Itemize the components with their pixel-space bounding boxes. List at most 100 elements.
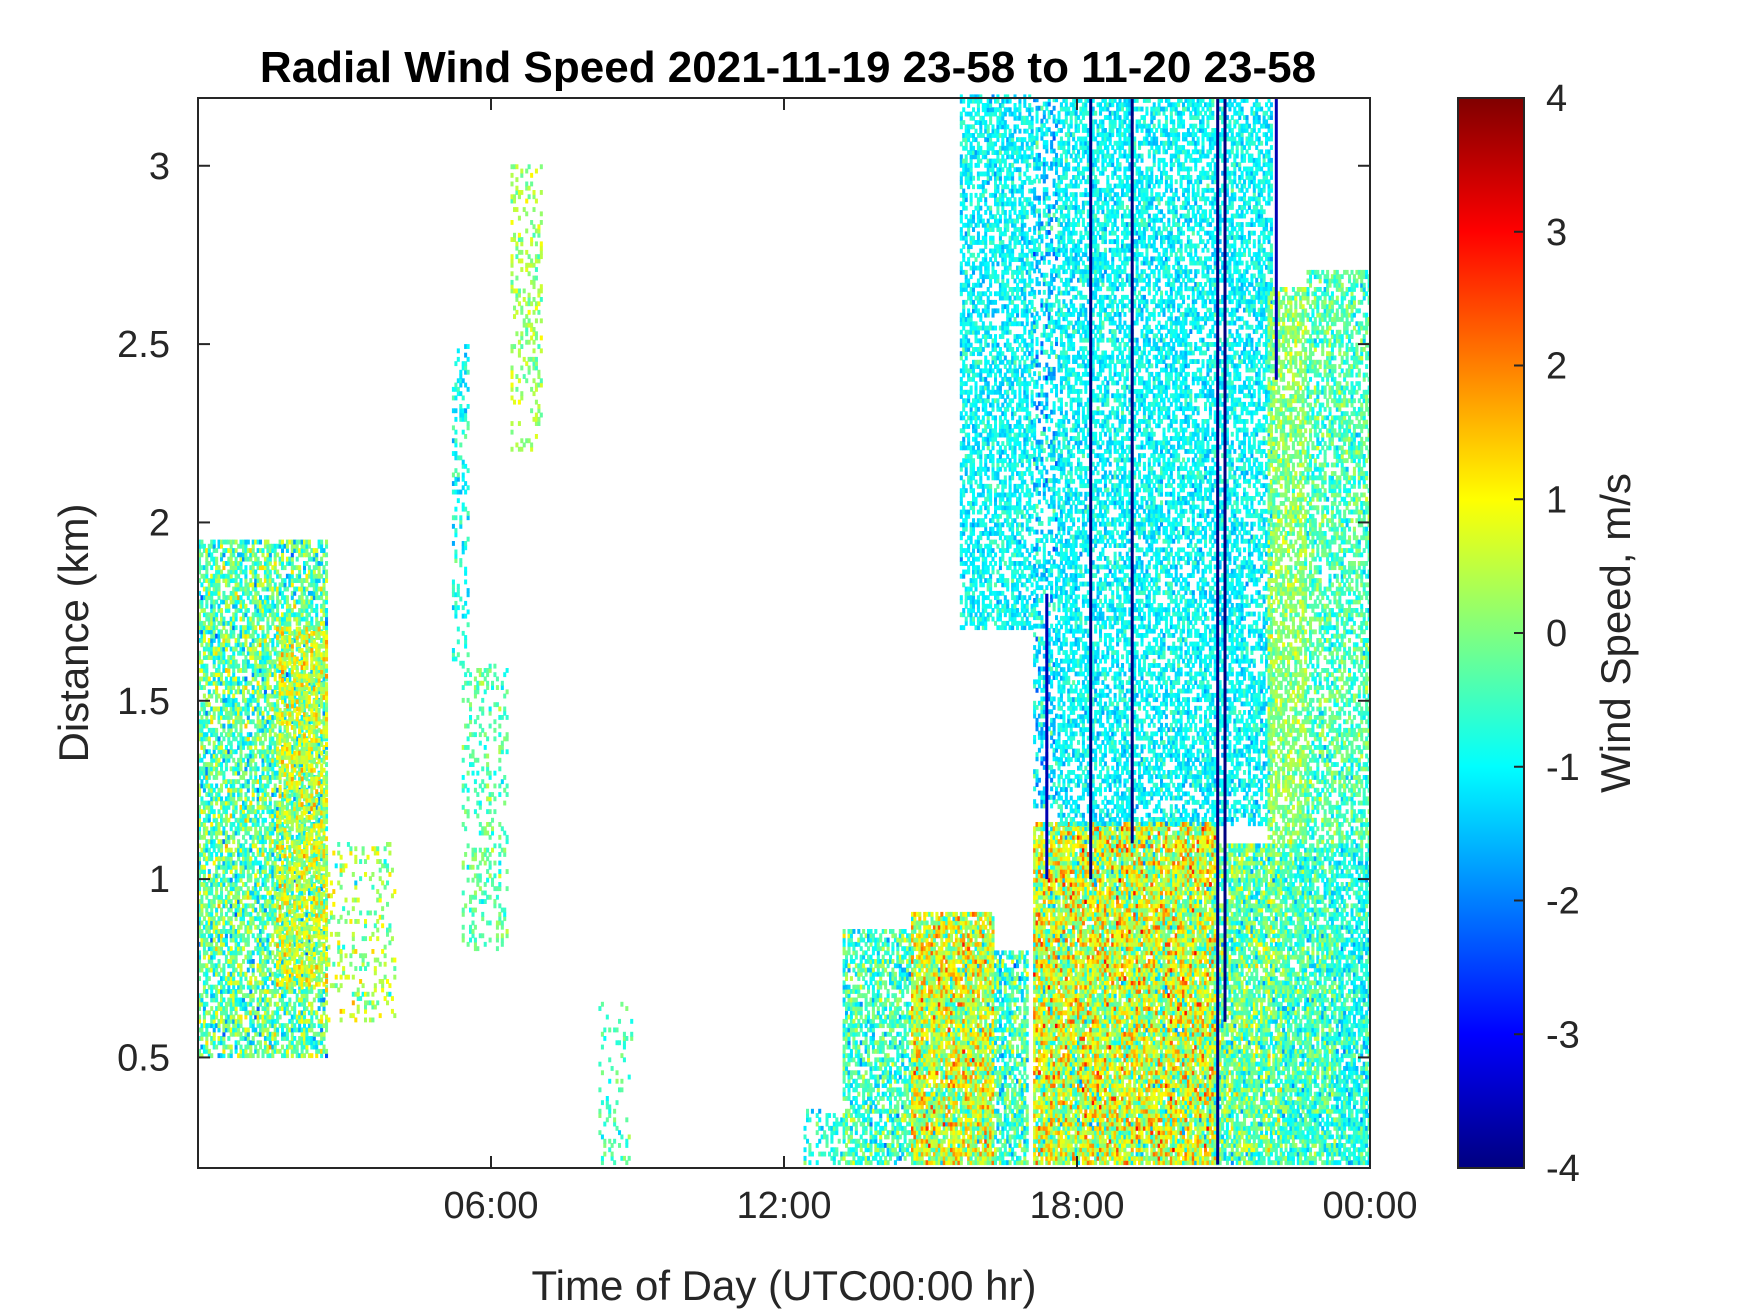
heatmap-cell: [215, 557, 218, 562]
heatmap-cell: [235, 882, 238, 887]
heatmap-cell: [303, 785, 306, 790]
heatmap-cell: [242, 647, 245, 652]
heatmap-cell: [203, 1006, 206, 1011]
heatmap-cell: [232, 668, 235, 673]
heatmap-cell: [281, 540, 284, 545]
heatmap-cell: [252, 796, 255, 801]
heatmap-cell: [286, 1032, 289, 1037]
heatmap-cell: [200, 728, 203, 733]
heatmap-cell: [215, 600, 218, 605]
heatmap-cell: [291, 687, 294, 692]
heatmap-cell: [237, 831, 240, 836]
heatmap-cell: [323, 565, 326, 570]
heatmap-cell: [220, 891, 223, 896]
heatmap-cell: [315, 845, 318, 850]
heatmap-cell: [284, 849, 287, 854]
heatmap-cell: [235, 865, 238, 870]
heatmap-cell: [291, 608, 294, 613]
heatmap-cell: [291, 595, 294, 600]
heatmap-cell: [315, 617, 318, 622]
heatmap-cell: [301, 708, 304, 713]
heatmap-cell: [291, 879, 294, 884]
heatmap-cell: [276, 717, 279, 722]
heatmap-cell: [235, 625, 238, 630]
heatmap-cell: [286, 738, 289, 743]
heatmap-cell: [218, 758, 221, 763]
heatmap-cell: [222, 689, 225, 694]
heatmap-cell: [315, 704, 318, 709]
heatmap-cell: [257, 715, 260, 720]
heatmap-cell: [305, 1045, 308, 1050]
heatmap-cell: [264, 865, 267, 870]
heatmap-cell: [225, 886, 228, 891]
heatmap-cell: [281, 759, 284, 764]
heatmap-cell: [227, 736, 230, 741]
heatmap-cell: [247, 1028, 250, 1033]
heatmap-cell: [222, 1049, 225, 1054]
heatmap-cell: [293, 875, 296, 880]
heatmap-cell: [240, 732, 243, 737]
heatmap-cell: [310, 1006, 313, 1011]
heatmap-cell: [271, 831, 274, 836]
heatmap-cell: [308, 695, 311, 700]
heatmap-cell: [215, 1010, 218, 1015]
heatmap-cell: [222, 950, 225, 955]
heatmap-cell: [252, 1006, 255, 1011]
heatmap-cell: [288, 635, 291, 640]
heatmap-cell: [218, 668, 221, 673]
heatmap-cell: [215, 689, 218, 694]
heatmap-cell: [237, 929, 240, 934]
heatmap-cell: [210, 933, 213, 938]
heatmap-cell: [252, 839, 255, 844]
heatmap-cell: [222, 565, 225, 570]
heatmap-cell: [257, 882, 260, 887]
heatmap-cell: [288, 888, 291, 893]
heatmap-cell: [271, 1015, 274, 1020]
heatmap-cell: [240, 1023, 243, 1028]
heatmap-cell: [254, 659, 257, 664]
heatmap-cell: [225, 600, 228, 605]
heatmap-cell: [303, 1010, 306, 1015]
heatmap-cell: [266, 698, 269, 703]
heatmap-cell: [208, 561, 211, 566]
heatmap-cell: [244, 771, 247, 776]
heatmap-cell: [291, 717, 294, 722]
heatmap-cell: [325, 574, 328, 579]
heatmap-cell: [288, 960, 291, 965]
heatmap-cell: [213, 621, 216, 626]
heatmap-cell: [293, 1002, 296, 1007]
heatmap-cell: [208, 711, 211, 716]
heatmap-cell: [308, 866, 311, 871]
heatmap-cell: [315, 552, 318, 557]
heatmap-cell: [305, 998, 308, 1003]
heatmap-cell: [218, 1023, 221, 1028]
heatmap-cell: [303, 746, 306, 751]
heatmap-cell: [315, 896, 318, 901]
heatmap-cell: [230, 689, 233, 694]
heatmap-cell: [281, 973, 284, 978]
heatmap-cell: [288, 617, 291, 622]
heatmap-cell: [291, 819, 294, 824]
heatmap-cell: [222, 728, 225, 733]
heatmap-cell: [215, 732, 218, 737]
heatmap-cell: [291, 695, 294, 700]
heatmap-cell: [266, 1049, 269, 1054]
heatmap-cell: [291, 582, 294, 587]
heatmap-cell: [315, 1010, 318, 1015]
heatmap-cell: [303, 591, 306, 596]
heatmap-cell: [240, 681, 243, 686]
heatmap-cell: [235, 805, 238, 810]
heatmap-cell: [230, 899, 233, 904]
heatmap-cell: [305, 901, 308, 906]
heatmap-cell: [249, 801, 252, 806]
heatmap-cell: [284, 828, 287, 833]
heatmap-cell: [208, 587, 211, 592]
heatmap-cell: [313, 1036, 316, 1041]
heatmap-cell: [232, 758, 235, 763]
heatmap-cell: [308, 687, 311, 692]
heatmap-cell: [215, 908, 218, 913]
heatmap-cell: [200, 968, 203, 973]
heatmap-cell: [230, 848, 233, 853]
heatmap-cell: [242, 835, 245, 840]
heatmap-cell: [213, 749, 216, 754]
